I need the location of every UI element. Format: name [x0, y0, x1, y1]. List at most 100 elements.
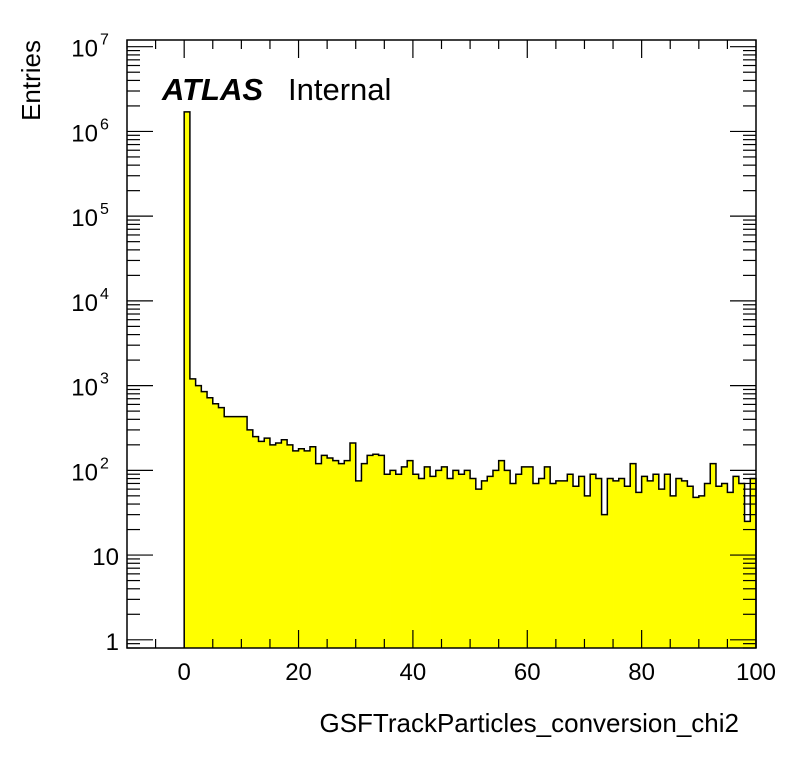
histogram-bin [321, 455, 328, 648]
histogram-bin [618, 478, 625, 648]
histogram-bin [350, 443, 357, 648]
y-tick-exponent: 4 [100, 286, 109, 303]
histogram-bin [687, 486, 694, 648]
histogram-bin [698, 495, 705, 648]
histogram-bin [269, 444, 277, 648]
histogram-bin [510, 483, 517, 648]
histogram-bin [658, 489, 665, 648]
histogram-bin [515, 474, 522, 648]
histogram-bin [573, 486, 580, 648]
histogram-outline [183, 111, 757, 648]
histogram-bin [452, 470, 460, 648]
histogram-bin [664, 474, 671, 648]
histogram-bin [418, 478, 425, 648]
histogram-bars [184, 111, 757, 648]
histogram-bin [584, 495, 591, 648]
x-tick-label: 60 [514, 659, 541, 686]
histogram-bin [195, 385, 202, 648]
histogram-bin [458, 474, 465, 648]
histogram-bin [212, 403, 219, 648]
histogram-bin [693, 497, 700, 648]
histogram-bin [544, 466, 551, 648]
histogram-bin [635, 492, 643, 648]
histogram-bin [241, 416, 248, 648]
histogram-bin [647, 480, 654, 648]
histogram-bin [744, 521, 751, 648]
histogram-bin [395, 474, 402, 648]
histogram-bin [590, 474, 597, 648]
y-tick-label: 10 [71, 459, 98, 486]
histogram-bin [372, 454, 379, 648]
histogram-bin [252, 436, 259, 648]
histogram-bin [710, 463, 717, 648]
y-tick-label: 10 [71, 36, 98, 63]
histogram-bin [561, 480, 568, 648]
histogram-bin [430, 476, 437, 648]
axis-ticks [126, 40, 757, 649]
histogram-bin [567, 474, 574, 648]
y-tick-exponent: 7 [100, 32, 109, 49]
x-axis-title: GSFTrackParticles_conversion_chi2 [319, 708, 739, 738]
y-tick-label: 10 [71, 205, 98, 232]
histogram-bin [441, 466, 448, 648]
histogram-bin [653, 474, 660, 648]
histogram-bin [733, 476, 740, 648]
histogram-bin [738, 483, 745, 648]
histogram-bin [475, 489, 482, 648]
histogram-bin [607, 478, 614, 648]
histogram-bin [401, 466, 408, 648]
histogram-bin [681, 480, 688, 648]
histogram-bin [721, 483, 728, 648]
histogram-bin [338, 463, 345, 648]
atlas-status-label: Internal [288, 72, 391, 107]
histogram-bin [412, 474, 420, 648]
histogram-bin [464, 470, 471, 648]
histogram-bin [384, 474, 391, 648]
histogram-bin [184, 111, 191, 648]
histogram-bin [224, 416, 231, 648]
histogram-bin [298, 448, 305, 648]
histogram-bin [498, 460, 505, 648]
y-tick-label: 10 [71, 120, 98, 147]
histogram-bin [578, 476, 585, 648]
histogram-bin [378, 455, 385, 648]
histogram-bin [367, 455, 374, 648]
y-tick-exponent: 6 [100, 116, 109, 133]
histogram-bin [309, 446, 317, 648]
histogram-bin [201, 391, 208, 648]
histogram-bin [304, 450, 311, 648]
histogram-bin [595, 478, 603, 648]
y-tick-exponent: 3 [100, 371, 109, 388]
histogram-bin [407, 460, 414, 648]
histogram-bin [287, 444, 294, 648]
histogram-bin [207, 397, 214, 648]
histogram-bin [624, 486, 631, 648]
histogram-bin [521, 466, 528, 648]
histogram-bin [247, 429, 254, 648]
histogram-bin [613, 480, 620, 648]
histogram-bin [235, 416, 242, 648]
histogram-bin [492, 470, 500, 648]
y-tick-label: 10 [71, 290, 98, 317]
y-tick-label: 10 [92, 544, 119, 571]
histogram-bin [344, 460, 351, 648]
histogram-bin [424, 466, 431, 648]
y-tick-exponent: 2 [100, 455, 109, 472]
histogram-bin [601, 514, 608, 648]
histogram-bin [641, 476, 648, 648]
histogram-bin [527, 466, 534, 648]
histogram-bin [727, 492, 734, 648]
histogram-bin [630, 463, 637, 648]
histogram-bin [355, 480, 362, 648]
x-tick-label: 100 [736, 659, 776, 686]
histogram-bin [532, 483, 540, 648]
atlas-label: ATLAS [161, 72, 263, 107]
histogram-bin [281, 439, 288, 648]
x-tick-label: 80 [628, 659, 655, 686]
histogram-bin [504, 470, 511, 648]
x-tick-label: 20 [285, 659, 312, 686]
histogram-bin [550, 483, 557, 648]
histogram-bin [292, 450, 299, 648]
y-tick-exponent: 5 [100, 201, 109, 218]
